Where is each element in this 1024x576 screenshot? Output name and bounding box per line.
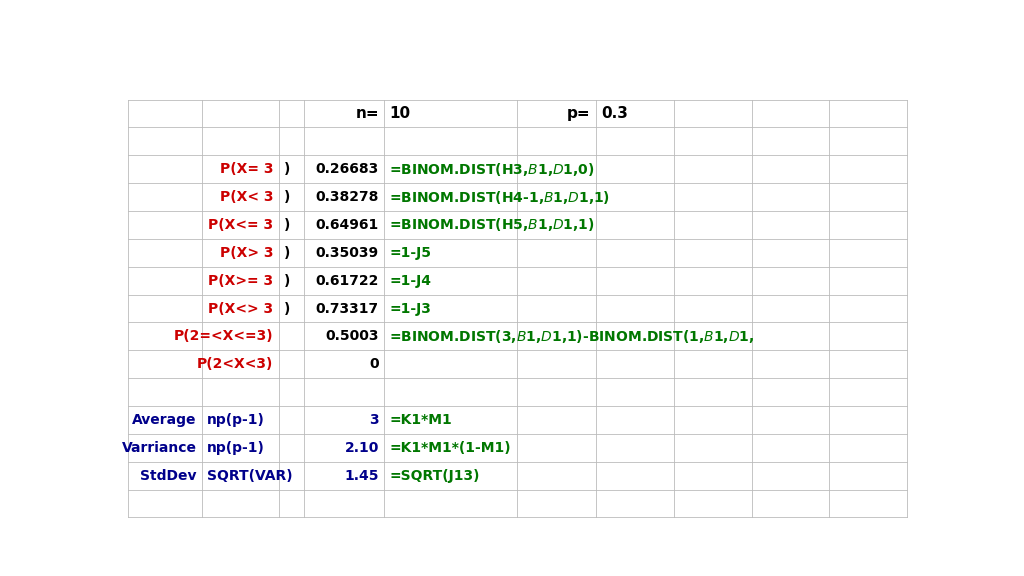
Text: 0.73317: 0.73317: [315, 301, 379, 316]
Text: ): ): [284, 162, 290, 176]
Text: P(2=<X<=3): P(2=<X<=3): [174, 329, 273, 343]
Text: Additional Problems on Binomial Distribution: Additional Problems on Binomial Distribu…: [12, 21, 790, 51]
Text: 0.38278: 0.38278: [315, 190, 379, 204]
Text: 1.45: 1.45: [344, 469, 379, 483]
Text: 0.3: 0.3: [601, 106, 628, 121]
Text: =SQRT(J13): =SQRT(J13): [389, 469, 479, 483]
Text: =K1*M1*(1-M1): =K1*M1*(1-M1): [389, 441, 511, 455]
Text: P(2<X<3): P(2<X<3): [197, 357, 273, 372]
Text: =BINOM.DIST(H5,$B$1,$D$1,1): =BINOM.DIST(H5,$B$1,$D$1,1): [389, 217, 595, 233]
Text: 0.64961: 0.64961: [315, 218, 379, 232]
Text: Average: Average: [132, 413, 197, 427]
Text: 0.61722: 0.61722: [315, 274, 379, 287]
Text: ): ): [284, 301, 290, 316]
Text: P(X<> 3: P(X<> 3: [208, 301, 273, 316]
Text: 0.5003: 0.5003: [326, 329, 379, 343]
Text: P(X>= 3: P(X>= 3: [208, 274, 273, 287]
Text: np(p-1): np(p-1): [207, 413, 265, 427]
Text: =BINOM.DIST(3,$B$1,$D$1,1)-BINOM.DIST(1,$B$1,$D$1,: =BINOM.DIST(3,$B$1,$D$1,1)-BINOM.DIST(1,…: [389, 328, 755, 345]
Text: =1-J4: =1-J4: [389, 274, 431, 287]
Text: Binomial Probability Distribution, Ardavan Asef-Vaziri.: Binomial Probability Distribution, Ardav…: [10, 551, 345, 564]
Text: =BINOM.DIST(H3,$B$1,$D$1,0): =BINOM.DIST(H3,$B$1,$D$1,0): [389, 161, 595, 178]
Text: P(X= 3: P(X= 3: [220, 162, 273, 176]
Text: ): ): [284, 246, 290, 260]
Text: P(X> 3: P(X> 3: [220, 246, 273, 260]
Text: 0.35039: 0.35039: [315, 246, 379, 260]
Text: ): ): [284, 274, 290, 287]
Text: ): ): [284, 218, 290, 232]
Text: =1-J5: =1-J5: [389, 246, 431, 260]
Text: Varriance: Varriance: [122, 441, 197, 455]
Text: 3: 3: [370, 413, 379, 427]
Text: P(X<= 3: P(X<= 3: [208, 218, 273, 232]
Text: P(X< 3: P(X< 3: [220, 190, 273, 204]
Text: 2.10: 2.10: [344, 441, 379, 455]
Text: np(p-1): np(p-1): [207, 441, 265, 455]
Text: n=: n=: [355, 106, 379, 121]
Text: ): ): [284, 190, 290, 204]
Text: SQRT(VAR): SQRT(VAR): [207, 469, 293, 483]
Text: 0: 0: [370, 357, 379, 372]
Text: 2: 2: [1006, 551, 1014, 564]
Text: p=: p=: [567, 106, 591, 121]
Text: =BINOM.DIST(H4-1,$B$1,$D$1,1): =BINOM.DIST(H4-1,$B$1,$D$1,1): [389, 188, 610, 206]
Text: =1-J3: =1-J3: [389, 301, 431, 316]
Text: StdDev: StdDev: [140, 469, 197, 483]
Text: =K1*M1: =K1*M1: [389, 413, 452, 427]
Text: 0.26683: 0.26683: [315, 162, 379, 176]
Text: 10: 10: [389, 106, 411, 121]
